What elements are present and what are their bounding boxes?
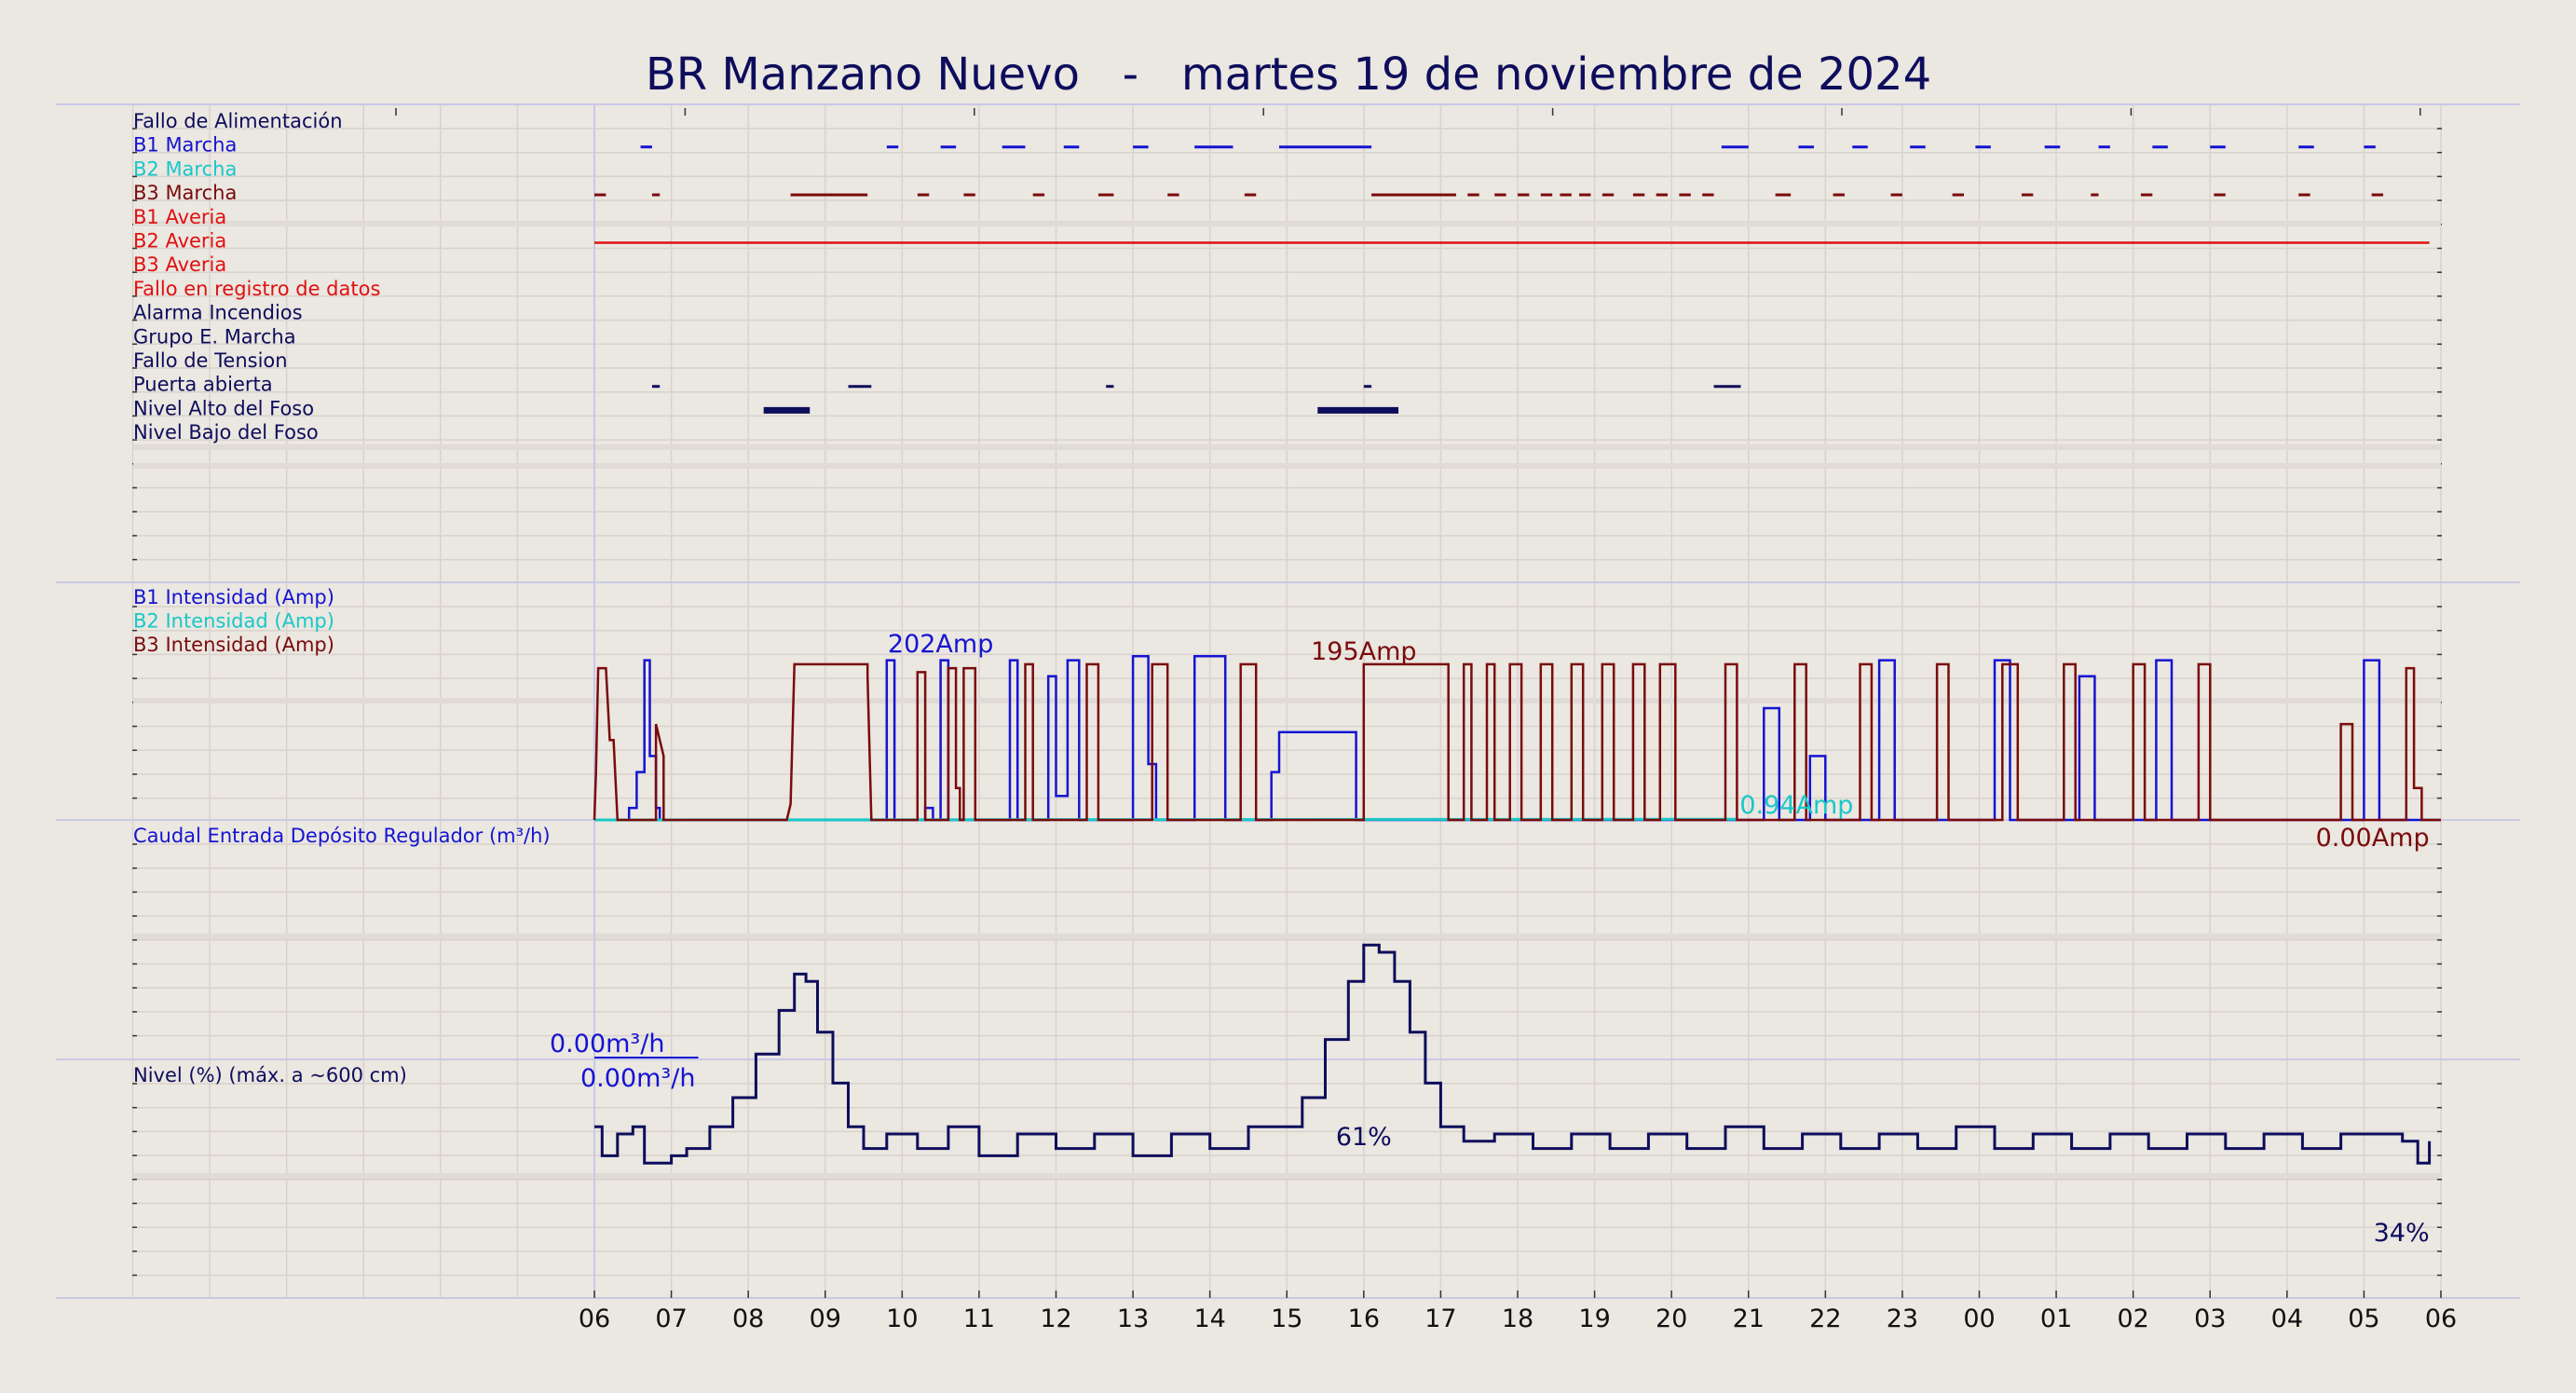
x-tick-label: 18 [1502, 1304, 1533, 1333]
status-row-label: Fallo en registro de datos [133, 278, 380, 300]
status-row-label: B2 Averia [133, 230, 226, 253]
x-tick-label: 23 [1887, 1304, 1918, 1333]
x-tick-label: 10 [886, 1304, 918, 1333]
x-axis: 06 07 08 09 10 11 12 13 14 15 16 17 18 19 20 21 22 23 00 01… [579, 1291, 2457, 1333]
x-tick-label: 17 [1424, 1304, 1456, 1333]
level-annotation: 34% [2374, 1219, 2430, 1248]
status-row-label: Fallo de Tension [133, 349, 288, 372]
status-row-label: Grupo E. Marcha [133, 325, 296, 348]
status-row-label: Nivel Alto del Foso [133, 397, 314, 419]
status-row-label: Alarma Incendios [133, 302, 303, 324]
status-row-label: B2 Marcha [133, 157, 237, 180]
current-series-label: B1 Intensidad (Amp) [133, 586, 334, 608]
level-annotation: 61% [1336, 1123, 1392, 1152]
chart-title: BR Manzano Nuevo - martes 19 de noviembr… [646, 48, 1931, 101]
status-row-label: B1 Averia [133, 206, 226, 228]
current-annotation: 0.00Amp [2316, 824, 2430, 853]
x-tick-label: 22 [1809, 1304, 1841, 1333]
x-tick-label: 15 [1271, 1304, 1302, 1333]
current-annotation: 202Amp [888, 630, 993, 659]
x-tick-label: 14 [1193, 1304, 1225, 1333]
x-tick-label: 09 [810, 1304, 841, 1333]
flow-panel: Caudal Entrada Depósito Regulador (m³/h)… [133, 825, 699, 1058]
current-series-line [593, 662, 2441, 822]
x-tick-label: 06 [579, 1304, 610, 1333]
x-tick-label: 21 [1733, 1304, 1765, 1333]
status-row-label: Nivel Bajo del Foso [133, 421, 319, 444]
status-row-label: Puerta abierta [133, 374, 273, 396]
current-annotation: 0.94Amp [1739, 791, 1853, 820]
current-panel: B1 Intensidad (Amp)B2 Intensidad (Amp)B3… [133, 586, 2441, 853]
level-panel: Nivel (%) (máx. a ~600 cm) 0.00m³/h 61% 34% [133, 943, 2432, 1248]
current-series-label: B2 Intensidad (Amp) [133, 610, 334, 633]
current-series-label: B3 Intensidad (Amp) [133, 634, 334, 656]
x-tick-label: 08 [732, 1304, 764, 1333]
x-tick-label: 07 [655, 1304, 687, 1333]
x-tick-label: 16 [1348, 1304, 1380, 1333]
current-annotation: 195Amp [1311, 637, 1416, 666]
status-row-label: Fallo de Alimentación [133, 110, 343, 132]
level-annotation: 0.00m³/h [580, 1064, 695, 1093]
status-row-label: B1 Marcha [133, 134, 237, 157]
x-tick-label: 11 [963, 1304, 995, 1333]
x-tick-label: 19 [1578, 1304, 1610, 1333]
status-row-label: B3 Marcha [133, 182, 237, 204]
level-label: Nivel (%) (máx. a ~600 cm) [133, 1064, 407, 1086]
x-tick-label: 20 [1656, 1304, 1687, 1333]
level-series-line [594, 943, 2432, 1165]
x-tick-label: 00 [1963, 1304, 1995, 1333]
x-tick-label: 02 [2117, 1304, 2148, 1333]
x-tick-label: 01 [2040, 1304, 2072, 1333]
status-row-label: B3 Averia [133, 253, 226, 276]
x-tick-label: 13 [1117, 1304, 1149, 1333]
x-tick-label: 12 [1040, 1304, 1071, 1333]
x-tick-label: 05 [2348, 1304, 2379, 1333]
x-tick-label: 03 [2194, 1304, 2226, 1333]
x-tick-label: 06 [2425, 1304, 2457, 1333]
x-tick-label: 04 [2271, 1304, 2303, 1333]
flow-annotation: 0.00m³/h [550, 1030, 664, 1058]
flow-label: Caudal Entrada Depósito Regulador (m³/h) [133, 825, 551, 847]
